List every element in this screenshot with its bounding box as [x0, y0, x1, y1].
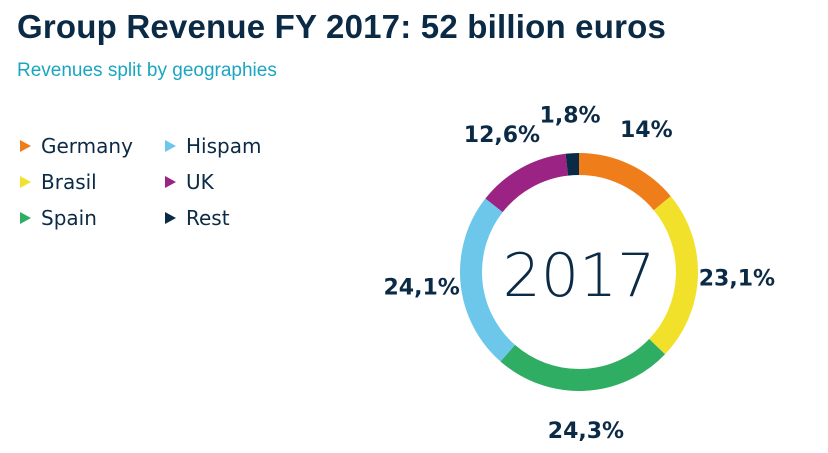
slice-labels: 14% 23,1% 24,3% 24,1% 12,6%1,8% [384, 103, 776, 444]
slice-label-uk: 12,6% [464, 123, 540, 148]
center-year-label: 2017 [503, 241, 656, 311]
legend-marker-hispam [165, 140, 176, 152]
legend-item-spain: Spain [20, 206, 97, 230]
slice-brasil [648, 196, 698, 355]
legend-marker-germany [20, 140, 31, 152]
legend-label-spain: Spain [41, 206, 97, 230]
slice-label-germany: 14% [620, 118, 673, 143]
legend-item-germany: Germany [20, 134, 133, 158]
donut-slices [460, 153, 698, 391]
legend-marker-uk [165, 176, 176, 188]
legend-marker-brasil [20, 176, 31, 188]
legend-marker-spain [20, 212, 31, 224]
legend-label-rest: Rest [186, 206, 230, 230]
legend-label-uk: UK [186, 170, 214, 194]
slice-label-brasil: 23,1% [699, 267, 775, 292]
slice-label-rest: 1,8% [540, 103, 601, 128]
legend-label-brasil: Brasil [41, 170, 97, 194]
slice-label-hispam: 24,1% [384, 276, 460, 301]
page-title: Group Revenue FY 2017: 52 billion euros [17, 8, 667, 45]
slice-uk [485, 153, 569, 213]
legend-label-germany: Germany [41, 134, 133, 158]
legend-label-hispam: Hispam [186, 134, 262, 158]
slice-rest [565, 153, 580, 176]
slice-germany [578, 153, 671, 211]
page-subtitle: Revenues split by geographies [17, 60, 277, 81]
legend-marker-rest [165, 212, 176, 224]
legend-item-rest: Rest [165, 206, 230, 230]
legend-item-uk: UK [165, 170, 214, 194]
slice-spain [500, 338, 666, 391]
slice-label-spain: 24,3% [548, 419, 624, 444]
slice-hispam [460, 198, 516, 362]
legend-item-brasil: Brasil [20, 170, 97, 194]
legend-item-hispam: Hispam [165, 134, 261, 158]
